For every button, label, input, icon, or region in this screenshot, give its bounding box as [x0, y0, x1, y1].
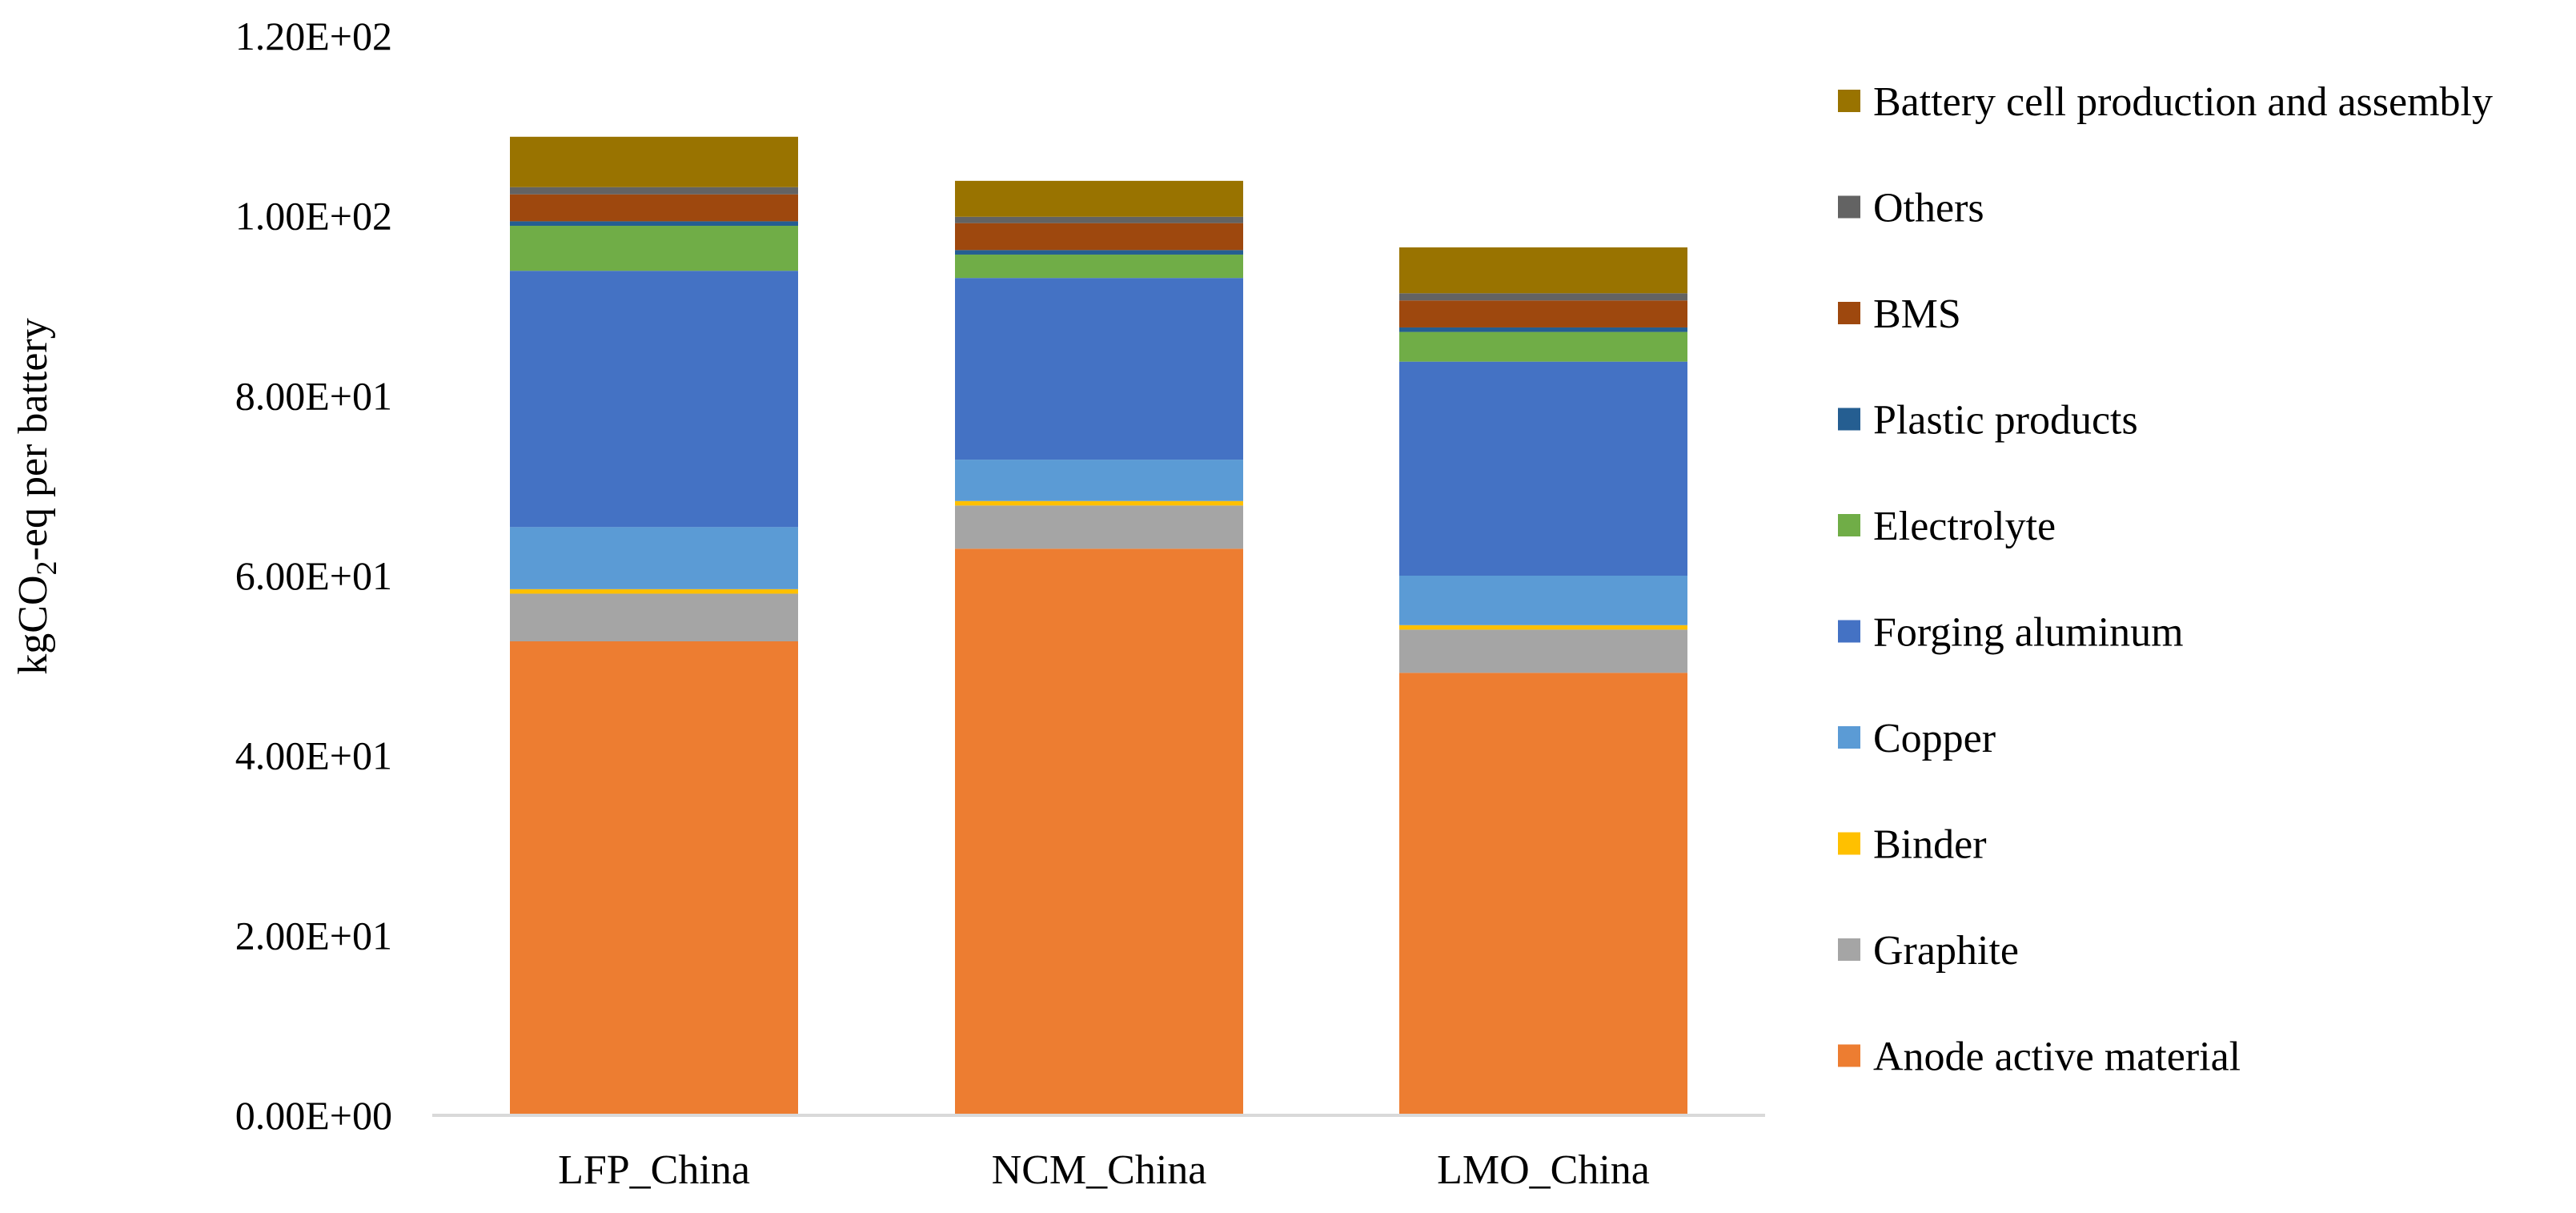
bar-segment-binder-ncm-china [955, 500, 1243, 506]
legend-swatch [1838, 90, 1860, 112]
bars [510, 136, 1687, 1115]
legend-swatch [1838, 1044, 1860, 1067]
legend-label: Graphite [1873, 928, 2019, 974]
bar-segment-battery-cell-production-and-assembly-lmo-china [1399, 247, 1687, 294]
bar-segment-bms-lfp-china [510, 194, 798, 222]
y-axis-label: kgCO2-eq per battery [10, 318, 62, 674]
bar-segment-electrolyte-lmo-china [1399, 331, 1687, 362]
bar-segment-anode-active-material-ncm-china [955, 548, 1243, 1115]
legend-swatch [1838, 620, 1860, 643]
bar-segment-plastic-products-ncm-china [955, 250, 1243, 255]
legend-swatch [1838, 832, 1860, 855]
legend-label: Others [1873, 186, 1984, 231]
y-axis-label-subscript: 2 [30, 560, 62, 575]
bar-segment-forging-aluminum-lmo-china [1399, 361, 1687, 576]
bar-segment-graphite-ncm-china [955, 505, 1243, 549]
legend-label: Forging aluminum [1873, 610, 2184, 656]
bar-segment-forging-aluminum-ncm-china [955, 278, 1243, 460]
legend-label: Plastic products [1873, 398, 2138, 444]
bar-segment-binder-lfp-china [510, 588, 798, 594]
legend-label: Anode active material [1873, 1034, 2241, 1080]
legend-label: Battery cell production and assembly [1873, 79, 2493, 125]
bar-segment-electrolyte-ncm-china [955, 254, 1243, 279]
x-tick-label: LFP_China [558, 1147, 750, 1193]
bar-segment-copper-ncm-china [955, 460, 1243, 501]
bar-segment-others-ncm-china [955, 216, 1243, 223]
y-axis-label-part: kgCO [10, 575, 56, 674]
bar-segment-copper-lfp-china [510, 527, 798, 589]
bar-segment-graphite-lfp-china [510, 593, 798, 642]
y-tick-label: 1.20E+02 [235, 14, 392, 58]
y-tick-label: 8.00E+01 [235, 373, 392, 418]
legend-swatch [1838, 938, 1860, 961]
legend-label: Electrolyte [1873, 504, 2056, 549]
y-tick-label: 1.00E+02 [235, 194, 392, 239]
bar-segment-plastic-products-lmo-china [1399, 327, 1687, 332]
bar-segment-bms-ncm-china [955, 223, 1243, 251]
legend-swatch [1838, 195, 1860, 219]
bar-segment-bms-lmo-china [1399, 300, 1687, 327]
legend-label: BMS [1873, 291, 1961, 337]
bar-segment-binder-lmo-china [1399, 625, 1687, 630]
y-tick-label: 0.00E+00 [235, 1093, 392, 1138]
bar-segment-anode-active-material-lmo-china [1399, 673, 1687, 1115]
legend-swatch [1838, 302, 1860, 324]
legend-swatch [1838, 408, 1860, 431]
bar-segment-anode-active-material-lfp-china [510, 641, 798, 1115]
bar-segment-battery-cell-production-and-assembly-ncm-china [955, 180, 1243, 217]
legend: Battery cell production and assembly Othe… [1838, 79, 2493, 1080]
bar-segment-electrolyte-lfp-china [510, 226, 798, 271]
bar-segment-graphite-lmo-china [1399, 629, 1687, 673]
legend-label: Binder [1873, 822, 1987, 868]
bar-segment-others-lmo-china [1399, 293, 1687, 301]
bar-segment-others-lfp-china [510, 187, 798, 195]
y-tick-label: 4.00E+01 [235, 733, 392, 778]
legend-swatch [1838, 726, 1860, 749]
legend-swatch [1838, 514, 1860, 536]
y-axis-ticks: 0.00E+00 2.00E+01 4.00E+01 6.00E+01 8.00E+01… [235, 14, 392, 1138]
x-tick-label: LMO_China [1437, 1147, 1650, 1193]
y-axis-label-part: -eq per battery [10, 318, 56, 560]
y-axis-title: kgCO2-eq per battery [10, 318, 62, 674]
y-tick-label: 6.00E+01 [235, 553, 392, 598]
bar-segment-copper-lmo-china [1399, 576, 1687, 625]
bar-segment-battery-cell-production-and-assembly-lfp-china [510, 136, 798, 187]
x-axis-labels: LFP_China NCM_China LMO_China [558, 1147, 1650, 1193]
x-tick-label: NCM_China [992, 1147, 1207, 1193]
bar-segment-plastic-products-lfp-china [510, 221, 798, 227]
bar-segment-forging-aluminum-lfp-china [510, 271, 798, 528]
legend-label: Copper [1873, 716, 1996, 761]
y-tick-label: 2.00E+01 [235, 913, 392, 958]
